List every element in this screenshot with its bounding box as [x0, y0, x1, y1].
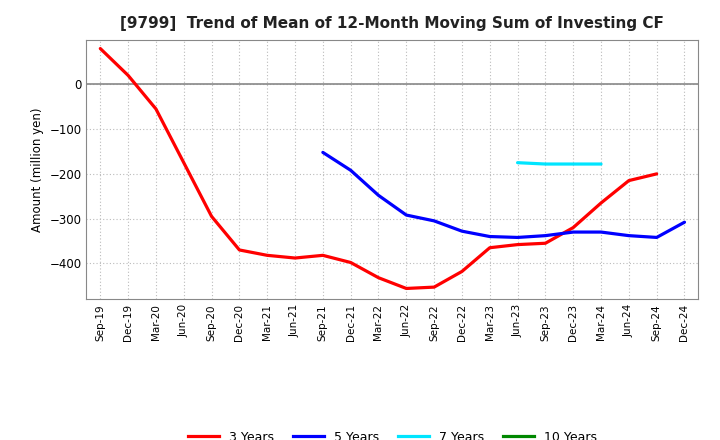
Title: [9799]  Trend of Mean of 12-Month Moving Sum of Investing CF: [9799] Trend of Mean of 12-Month Moving …	[120, 16, 665, 32]
Legend: 3 Years, 5 Years, 7 Years, 10 Years: 3 Years, 5 Years, 7 Years, 10 Years	[183, 426, 602, 440]
Y-axis label: Amount (million yen): Amount (million yen)	[31, 107, 44, 231]
